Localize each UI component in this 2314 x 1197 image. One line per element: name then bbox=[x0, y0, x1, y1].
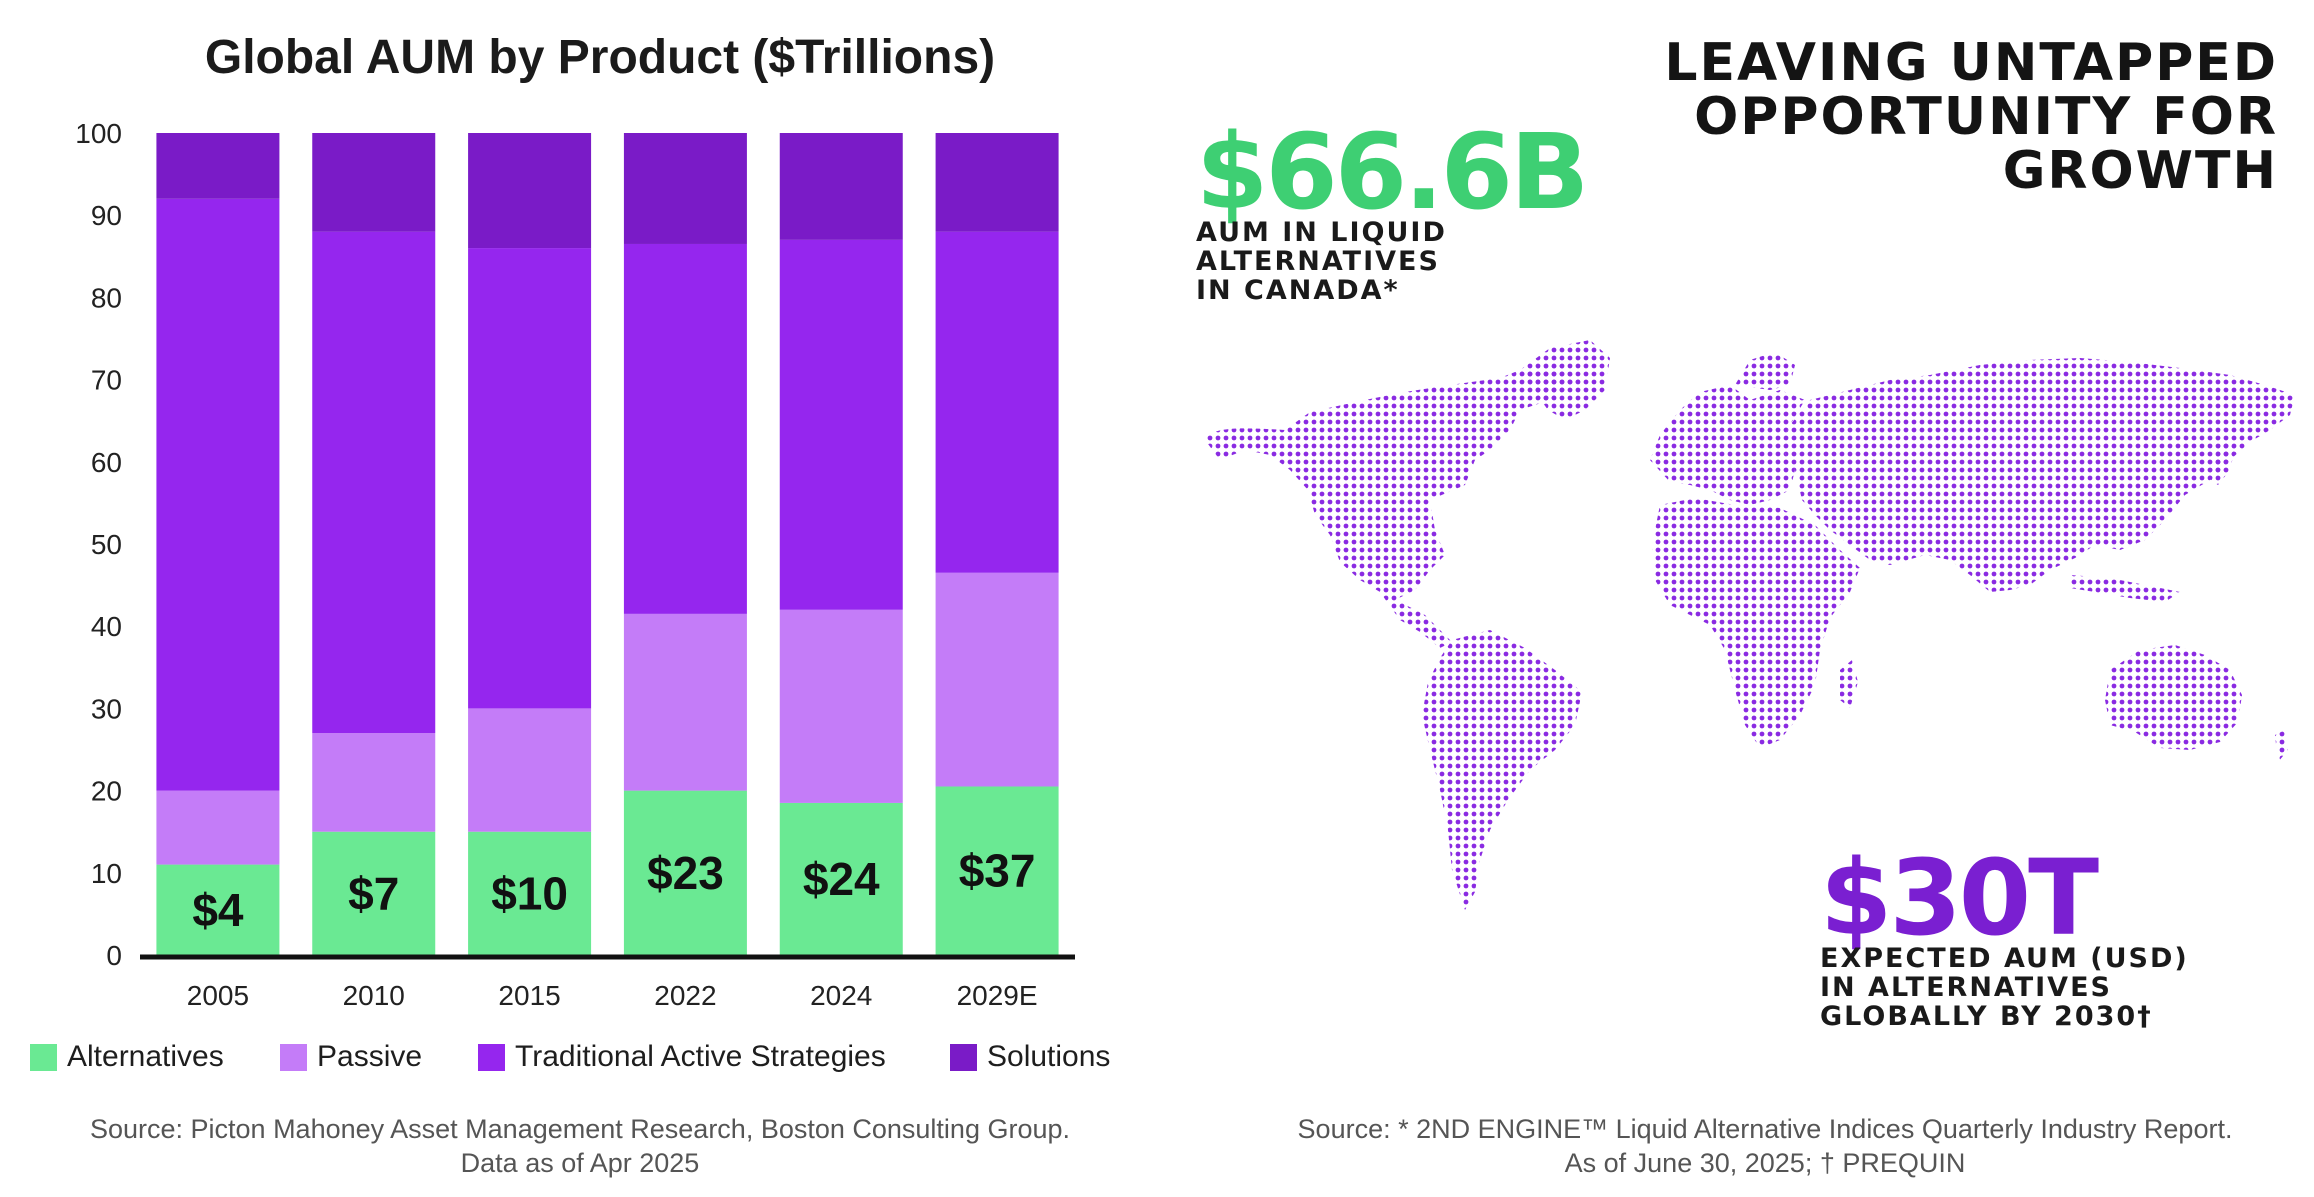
bar-alternatives-2024 bbox=[779, 802, 903, 955]
legend-label-traditional-active: Traditional Active Strategies bbox=[515, 1040, 886, 1073]
source-right-line-2: As of June 30, 2025; † PREQUIN bbox=[1564, 1148, 1966, 1178]
stat-global-caption: EXPECTED AUM (USD) IN ALTERNATIVES GLOBA… bbox=[1820, 944, 2189, 1031]
source-note-right: Source: * 2ND ENGINE™ Liquid Alternative… bbox=[1230, 1112, 2300, 1180]
legend-swatch-passive bbox=[280, 1043, 307, 1071]
bar-solutions-2015 bbox=[468, 133, 592, 249]
bar-alternatives-2029e bbox=[935, 786, 1059, 955]
bar-value-label: $7 bbox=[348, 867, 399, 919]
y-tick-label: 10 bbox=[91, 858, 122, 889]
bar-alternatives-2005 bbox=[156, 864, 280, 955]
bar-value-label: $23 bbox=[647, 847, 724, 899]
chart-legend: Alternatives Passive Traditional Active … bbox=[30, 1040, 1130, 1084]
bar-passive-2015 bbox=[468, 708, 592, 832]
bar-traditional-active-strategies-2029e bbox=[935, 231, 1059, 573]
headline-line-2: OPPORTUNITY FOR bbox=[1694, 87, 2278, 147]
y-tick-label: 100 bbox=[75, 118, 122, 149]
bar-passive-2022 bbox=[623, 613, 747, 791]
headline-line-1: LEAVING UNTAPPED bbox=[1664, 33, 2278, 93]
y-tick-label: 30 bbox=[91, 693, 122, 724]
bar-value-label: $37 bbox=[959, 845, 1036, 897]
legend-item-solutions: Solutions bbox=[950, 1040, 1110, 1074]
bar-solutions-2022 bbox=[623, 133, 747, 244]
stacked-bar-chart: 0 10 20 30 40 50 60 70 80 90 100 $4 2005 $7 2010 $10 201… bbox=[75, 118, 1075, 1011]
legend-swatch-alternatives bbox=[30, 1043, 57, 1071]
x-tick-label: 2022 bbox=[654, 980, 716, 1011]
bar-traditional-active-strategies-2024 bbox=[779, 239, 903, 610]
stat-canada-line-1: AUM IN LIQUID bbox=[1196, 217, 1447, 248]
legend-swatch-traditional-active bbox=[478, 1043, 505, 1071]
bar-solutions-2029e bbox=[935, 133, 1059, 232]
bar-passive-2029e bbox=[935, 572, 1059, 787]
chart-title: Global AUM by Product ($Trillions) bbox=[204, 31, 996, 84]
source-right-line-1: Source: * 2ND ENGINE™ Liquid Alternative… bbox=[1297, 1114, 2233, 1144]
stat-canada-value: $66.6B bbox=[1196, 111, 1589, 233]
legend-item-traditional-active: Traditional Active Strategies bbox=[478, 1040, 886, 1074]
legend-label-passive: Passive bbox=[317, 1040, 423, 1073]
y-tick-label: 40 bbox=[91, 611, 122, 642]
source-left-line-2: Data as of Apr 2025 bbox=[460, 1148, 700, 1178]
bar-solutions-2010 bbox=[312, 133, 436, 232]
y-tick-label: 90 bbox=[91, 200, 122, 231]
headline-line-3: GROWTH bbox=[2002, 141, 2278, 201]
stat-global-line-1: EXPECTED AUM (USD) bbox=[1820, 943, 2189, 974]
x-tick-label: 2010 bbox=[343, 980, 405, 1011]
bar-traditional-active-strategies-2005 bbox=[156, 198, 280, 791]
y-tick-label: 70 bbox=[91, 365, 122, 396]
bar-traditional-active-strategies-2010 bbox=[312, 231, 436, 734]
legend-label-solutions: Solutions bbox=[987, 1040, 1111, 1073]
stat-canada-line-2: ALTERNATIVES bbox=[1196, 246, 1440, 277]
legend-item-passive: Passive bbox=[280, 1040, 422, 1074]
y-tick-label: 0 bbox=[106, 940, 122, 971]
stat-canada-line-3: IN CANADA* bbox=[1196, 275, 1400, 306]
headline: LEAVING UNTAPPED OPPORTUNITY FOR GROWTH bbox=[1664, 36, 2278, 198]
stat-global-line-2: IN ALTERNATIVES bbox=[1820, 972, 2112, 1003]
bar-solutions-2005 bbox=[156, 133, 280, 199]
x-tick-label: 2015 bbox=[498, 980, 560, 1011]
bar-alternatives-2015 bbox=[468, 831, 592, 955]
bar-alternatives-2010 bbox=[312, 831, 436, 955]
legend-label-alternatives: Alternatives bbox=[67, 1040, 224, 1073]
bar-passive-2005 bbox=[156, 790, 280, 865]
stat-canada-caption: AUM IN LIQUID ALTERNATIVES IN CANADA* bbox=[1196, 218, 1447, 305]
y-tick-label: 50 bbox=[91, 529, 122, 560]
bar-value-label: $4 bbox=[192, 884, 244, 936]
stat-global-line-3: GLOBALLY BY 2030† bbox=[1820, 1001, 2153, 1032]
y-tick-label: 20 bbox=[91, 776, 122, 807]
source-left-line-1: Source: Picton Mahoney Asset Management … bbox=[89, 1114, 1071, 1144]
x-tick-label: 2029E bbox=[957, 980, 1038, 1011]
bar-value-label: $10 bbox=[491, 867, 568, 919]
x-tick-label: 2005 bbox=[187, 980, 249, 1011]
bar-traditional-active-strategies-2015 bbox=[468, 248, 592, 709]
legend-item-alternatives: Alternatives bbox=[30, 1040, 224, 1074]
world-dot-map-icon bbox=[1205, 340, 2295, 910]
bar-passive-2024 bbox=[779, 609, 903, 803]
y-tick-label: 80 bbox=[91, 282, 122, 313]
bar-passive-2010 bbox=[312, 733, 436, 832]
source-note-left: Source: Picton Mahoney Asset Management … bbox=[40, 1112, 1120, 1180]
bar-solutions-2024 bbox=[779, 133, 903, 240]
legend-swatch-solutions bbox=[950, 1043, 977, 1071]
stat-global-value: $30T bbox=[1820, 837, 2099, 959]
x-tick-label: 2024 bbox=[810, 980, 872, 1011]
bar-value-label: $24 bbox=[803, 853, 880, 905]
bar-traditional-active-strategies-2022 bbox=[623, 243, 747, 614]
bar-alternatives-2022 bbox=[623, 790, 747, 955]
y-tick-label: 60 bbox=[91, 447, 122, 478]
